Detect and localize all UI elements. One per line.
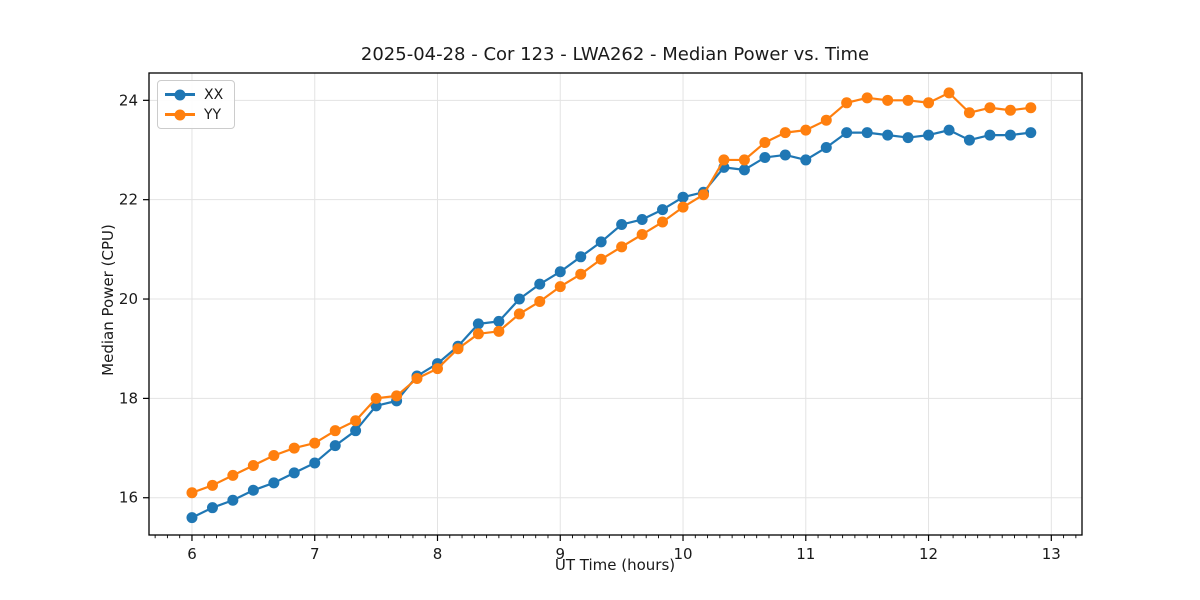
x-axis-label: UT Time (hours) <box>554 556 676 574</box>
x-tick-label: 10 <box>673 545 692 563</box>
x-tick-label: 13 <box>1042 545 1061 563</box>
y-tick-label: 22 <box>119 191 138 209</box>
y-tick-label: 16 <box>119 489 138 507</box>
marker-dot-icon <box>174 109 186 120</box>
y-tick-label: 18 <box>119 389 138 407</box>
series-markers-yy <box>186 87 1037 499</box>
x-tick-label: 9 <box>555 545 565 563</box>
series-xx <box>186 124 1037 524</box>
legend: XX YY <box>157 80 236 129</box>
y-axis-label: Median Power (CPU) <box>99 224 117 376</box>
legend-swatch-yy <box>165 108 195 121</box>
x-tick-label: 6 <box>187 545 197 563</box>
legend-item-yy: YY <box>165 106 223 123</box>
x-tick-label: 11 <box>796 545 815 563</box>
chart-title: 2025-04-28 - Cor 123 - LWA262 - Median P… <box>360 44 870 65</box>
marker-dot-icon <box>174 89 186 100</box>
y-tick-labels: 16 18 20 22 24 <box>119 91 138 506</box>
axis-ticks <box>143 99 1077 541</box>
y-tick-label: 20 <box>119 290 138 308</box>
x-tick-label: 8 <box>433 545 443 563</box>
plot-frame <box>148 72 1083 536</box>
grid-lines <box>149 73 1082 535</box>
x-tick-label: 12 <box>919 545 938 563</box>
series-markers-xx <box>186 124 1037 524</box>
x-tick-labels: 6 7 8 9 10 11 12 13 <box>187 545 1061 563</box>
series-yy <box>186 87 1037 499</box>
y-tick-label: 24 <box>119 91 138 109</box>
legend-label-yy: YY <box>204 106 222 123</box>
x-tick-label: 7 <box>310 545 320 563</box>
legend-label-xx: XX <box>204 86 224 103</box>
legend-item-xx: XX <box>165 86 223 103</box>
legend-swatch-xx <box>165 88 195 101</box>
series-line-yy <box>191 91 1031 494</box>
